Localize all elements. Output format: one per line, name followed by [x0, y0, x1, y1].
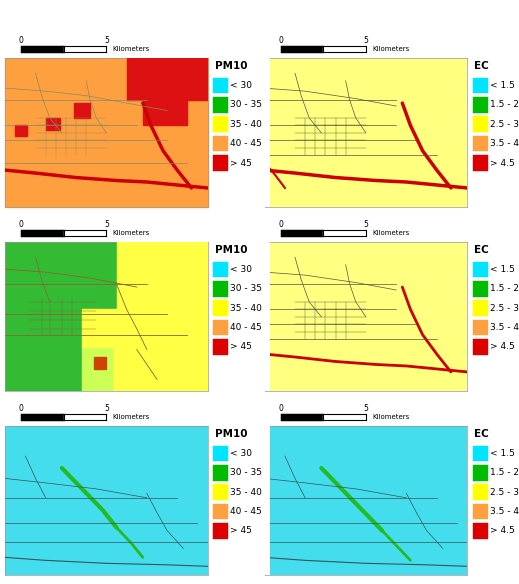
- Bar: [213, 155, 228, 171]
- Text: 0: 0: [279, 220, 283, 229]
- Text: Kilometers: Kilometers: [113, 413, 149, 420]
- Bar: [46, 118, 60, 130]
- Bar: [213, 281, 228, 297]
- Bar: [213, 116, 228, 132]
- Bar: [213, 339, 228, 355]
- Bar: [473, 504, 487, 519]
- Bar: [473, 446, 487, 461]
- Bar: [473, 320, 487, 335]
- Text: Kilometers: Kilometers: [372, 46, 409, 52]
- Text: 35 - 40: 35 - 40: [230, 120, 263, 129]
- Bar: [213, 504, 228, 519]
- Text: 40 - 45: 40 - 45: [230, 323, 262, 332]
- Bar: [473, 465, 487, 481]
- Text: > 4.5: > 4.5: [490, 158, 515, 168]
- Text: 3.5 - 4.5: 3.5 - 4.5: [490, 507, 519, 516]
- Text: 5: 5: [363, 220, 368, 229]
- Text: > 45: > 45: [230, 526, 252, 536]
- Bar: [213, 320, 228, 335]
- Text: 3.5 - 4.5: 3.5 - 4.5: [490, 323, 519, 332]
- Text: < 1.5: < 1.5: [490, 81, 515, 90]
- Text: 40 - 45: 40 - 45: [230, 139, 262, 148]
- Text: 5: 5: [104, 404, 109, 413]
- Text: > 45: > 45: [230, 158, 252, 168]
- Bar: [143, 96, 187, 126]
- Text: Kilometers: Kilometers: [113, 230, 149, 236]
- Bar: [213, 446, 228, 461]
- Text: 0: 0: [19, 404, 24, 413]
- Bar: [213, 300, 228, 316]
- Text: 30 - 35: 30 - 35: [230, 468, 263, 477]
- Text: > 45: > 45: [230, 342, 252, 352]
- Bar: [82, 346, 113, 391]
- Bar: [213, 97, 228, 113]
- Text: 2.5 - 3.5: 2.5 - 3.5: [490, 488, 519, 497]
- Text: 1.5 - 2.5: 1.5 - 2.5: [490, 284, 519, 293]
- Text: 3.5 - 4.5: 3.5 - 4.5: [490, 139, 519, 148]
- Text: PM10: PM10: [215, 245, 248, 255]
- Bar: [473, 155, 487, 171]
- Bar: [473, 78, 487, 93]
- Text: 30 - 35: 30 - 35: [230, 284, 263, 293]
- Text: PM10: PM10: [215, 429, 248, 439]
- Text: Kilometers: Kilometers: [113, 46, 149, 52]
- Text: 30 - 35: 30 - 35: [230, 100, 263, 109]
- Text: 0: 0: [19, 36, 24, 45]
- Bar: [213, 78, 228, 93]
- Text: < 30: < 30: [230, 81, 252, 90]
- Bar: [74, 103, 90, 118]
- Text: 0: 0: [279, 36, 283, 45]
- Bar: [5, 242, 82, 391]
- Bar: [16, 126, 28, 136]
- Text: 5: 5: [363, 404, 368, 413]
- Text: 5: 5: [363, 36, 368, 45]
- Bar: [127, 58, 208, 100]
- Bar: [213, 484, 228, 500]
- Text: 0: 0: [279, 404, 283, 413]
- Text: 40 - 45: 40 - 45: [230, 507, 262, 516]
- Bar: [213, 136, 228, 151]
- Bar: [473, 281, 487, 297]
- Text: EC: EC: [474, 61, 489, 71]
- Text: Kilometers: Kilometers: [372, 413, 409, 420]
- Bar: [94, 357, 106, 369]
- Text: Kilometers: Kilometers: [372, 230, 409, 236]
- Text: 5: 5: [104, 36, 109, 45]
- Text: 2.5 - 3.5: 2.5 - 3.5: [490, 304, 519, 313]
- Bar: [82, 310, 208, 346]
- Bar: [473, 97, 487, 113]
- Bar: [473, 484, 487, 500]
- Text: 35 - 40: 35 - 40: [230, 488, 263, 497]
- Bar: [5, 242, 151, 310]
- Text: > 4.5: > 4.5: [490, 342, 515, 352]
- Bar: [473, 262, 487, 277]
- Bar: [213, 465, 228, 481]
- Bar: [473, 136, 487, 151]
- Bar: [213, 523, 228, 539]
- Text: EC: EC: [474, 245, 489, 255]
- Text: 35 - 40: 35 - 40: [230, 304, 263, 313]
- Bar: [213, 262, 228, 277]
- Bar: [473, 339, 487, 355]
- Text: > 4.5: > 4.5: [490, 526, 515, 536]
- Bar: [473, 116, 487, 132]
- Bar: [473, 523, 487, 539]
- Text: < 30: < 30: [230, 449, 252, 458]
- Bar: [473, 300, 487, 316]
- Text: EC: EC: [474, 429, 489, 439]
- Text: 1.5 - 2.5: 1.5 - 2.5: [490, 468, 519, 477]
- Bar: [117, 242, 208, 310]
- Text: < 1.5: < 1.5: [490, 265, 515, 274]
- Text: 0: 0: [19, 220, 24, 229]
- Text: < 30: < 30: [230, 265, 252, 274]
- Text: PM10: PM10: [215, 61, 248, 71]
- Text: 2.5 - 3.5: 2.5 - 3.5: [490, 120, 519, 129]
- Text: 1.5 - 2.5: 1.5 - 2.5: [490, 100, 519, 109]
- Text: 5: 5: [104, 220, 109, 229]
- Text: < 1.5: < 1.5: [490, 449, 515, 458]
